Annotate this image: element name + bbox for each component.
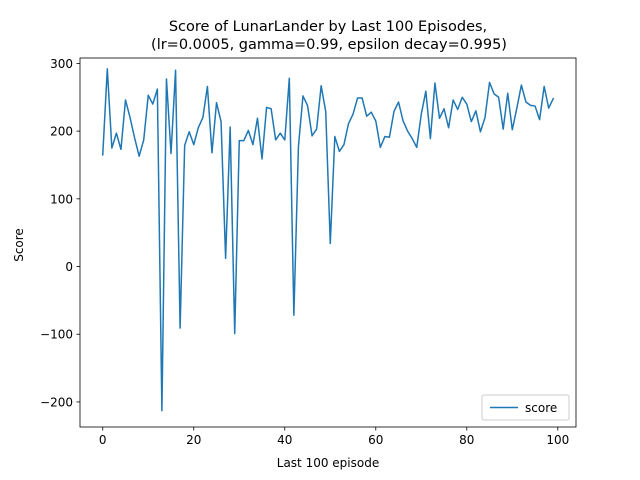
y-tick-label: −100 xyxy=(40,328,73,342)
x-tick-label: 0 xyxy=(99,433,107,447)
x-tick-label: 80 xyxy=(459,433,474,447)
y-tick-label: −200 xyxy=(40,395,73,409)
legend: score xyxy=(481,394,570,421)
chart-title: Score of LunarLander by Last 100 Episode… xyxy=(169,19,487,35)
x-axis-label: Last 100 episode xyxy=(277,456,379,470)
y-tick-label: 0 xyxy=(65,260,73,274)
plot-area: 0 20 40 60 80 100 −200 −100 0 100 200 300 xyxy=(40,57,577,447)
y-tick-label: 300 xyxy=(50,57,73,71)
y-tick-label: 200 xyxy=(50,125,73,139)
x-tick-label: 40 xyxy=(277,433,292,447)
y-tick-label: 100 xyxy=(50,192,73,206)
x-tick-label: 100 xyxy=(546,433,569,447)
y-axis-label: Score xyxy=(12,228,26,262)
x-tick-label: 20 xyxy=(186,433,201,447)
chart-subtitle: (lr=0.0005, gamma=0.99, epsilon decay=0.… xyxy=(151,37,507,53)
legend-box xyxy=(481,394,570,421)
axes-frame xyxy=(79,57,577,428)
legend-label-score: score xyxy=(525,401,557,415)
x-tick-label: 60 xyxy=(368,433,383,447)
series-line-score xyxy=(101,68,555,412)
